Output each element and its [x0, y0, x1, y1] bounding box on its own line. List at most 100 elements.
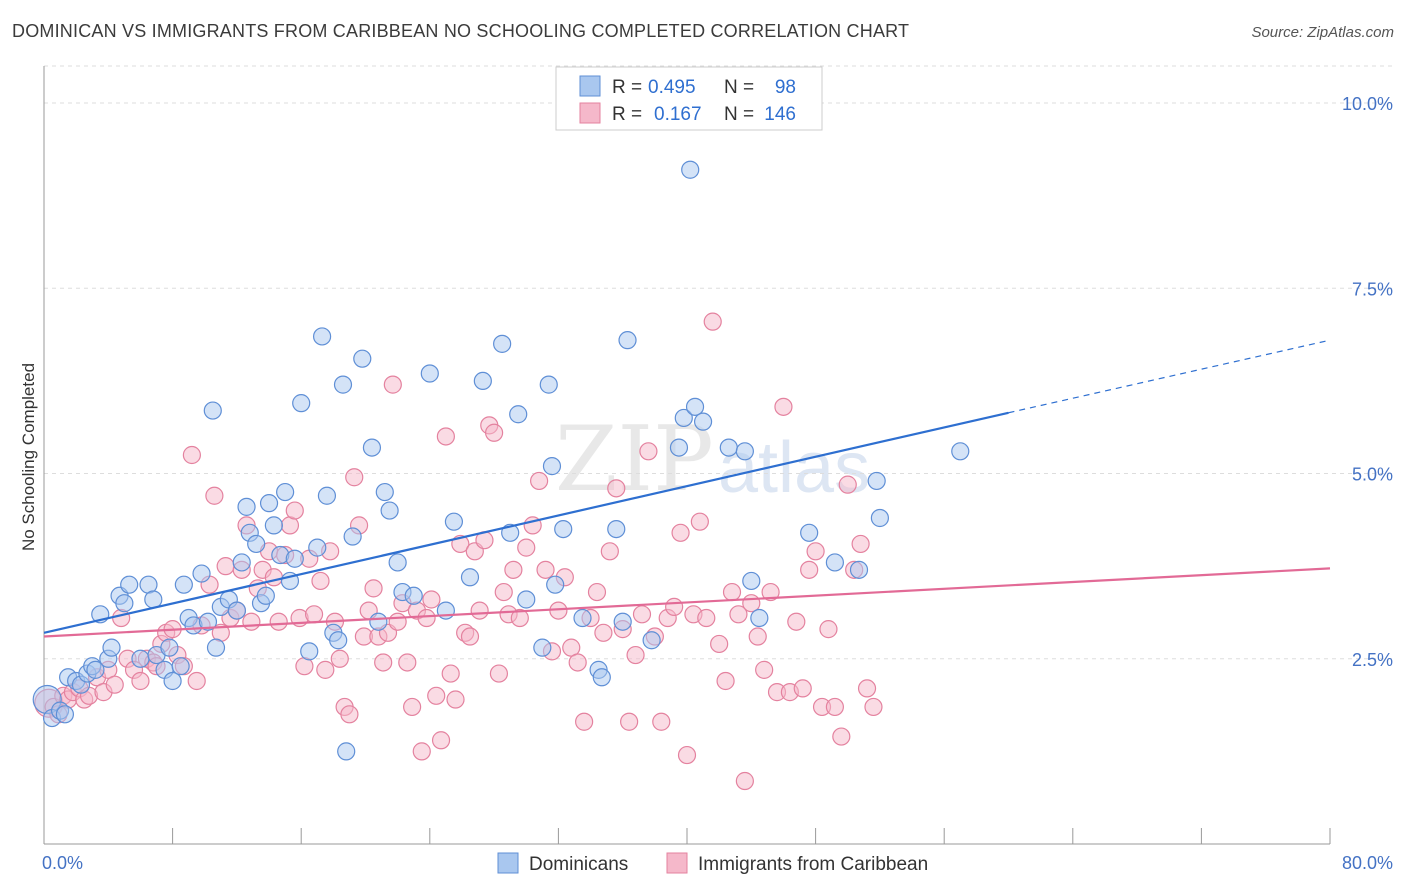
- data-point: [227, 601, 246, 620]
- data-point: [364, 579, 383, 598]
- data-point: [256, 586, 275, 605]
- data-point: [951, 442, 970, 461]
- legend-n-label-1: N =: [724, 77, 754, 98]
- data-point: [493, 334, 512, 353]
- legend-swatch-caribbean: [579, 102, 601, 124]
- data-point: [681, 160, 700, 179]
- data-point: [592, 668, 611, 687]
- data-point: [308, 538, 327, 557]
- data-point: [105, 675, 124, 694]
- data-point: [489, 664, 509, 683]
- legend-r-value-2: 0.167: [654, 104, 702, 125]
- data-point: [509, 405, 528, 424]
- chart-title: DOMINICAN VS IMMIGRANTS FROM CARIBBEAN N…: [12, 21, 910, 41]
- data-point: [131, 671, 150, 691]
- data-point: [470, 601, 489, 620]
- data-point: [353, 349, 372, 368]
- data-point: [237, 497, 256, 516]
- data-point: [473, 371, 492, 391]
- data-point: [388, 553, 407, 572]
- data-point: [729, 605, 748, 624]
- legend-n-label-2: N =: [724, 104, 754, 125]
- legend-box: R = 0.495 N = 98 R = 0.167 N = 146: [555, 66, 823, 131]
- data-point: [102, 638, 121, 657]
- series-caribbean-points: [34, 312, 883, 791]
- x-ticks: [43, 828, 1331, 844]
- data-point: [690, 512, 709, 531]
- data-point: [533, 638, 552, 657]
- data-point: [735, 442, 754, 461]
- data-point: [626, 645, 645, 665]
- data-point: [485, 423, 504, 442]
- data-point: [806, 542, 825, 561]
- data-point: [247, 534, 266, 554]
- data-point: [536, 560, 555, 579]
- data-point: [838, 475, 857, 494]
- data-point: [857, 679, 877, 698]
- data-point: [276, 482, 295, 502]
- trendline-dominicans-extension: [1008, 339, 1331, 414]
- data-point: [554, 519, 573, 539]
- data-point: [242, 612, 261, 631]
- data-point: [460, 627, 480, 646]
- data-point: [703, 312, 722, 331]
- data-point: [205, 486, 224, 505]
- bottom-legend-label-caribbean: Immigrants from Caribbean: [698, 854, 928, 875]
- data-point: [787, 612, 806, 631]
- data-point: [304, 605, 324, 624]
- data-point: [292, 394, 311, 413]
- data-point: [203, 401, 222, 420]
- bottom-legend-label-dominicans: Dominicans: [529, 854, 628, 875]
- data-point: [311, 571, 330, 591]
- data-point: [343, 527, 362, 546]
- legend-n-value-1: 98: [775, 77, 796, 98]
- data-point: [546, 575, 565, 594]
- data-point: [748, 627, 767, 646]
- data-point: [369, 612, 388, 631]
- legend-r-label-2: R =: [612, 104, 642, 125]
- data-point: [693, 412, 713, 431]
- data-point: [800, 560, 819, 579]
- data-point: [174, 575, 193, 594]
- data-point: [510, 608, 529, 628]
- data-point: [674, 408, 693, 428]
- data-point: [677, 745, 697, 765]
- data-point: [131, 649, 150, 668]
- legend-n-value-2: 146: [764, 104, 796, 125]
- y-tick-label: 5.0%: [1352, 465, 1393, 485]
- data-point: [669, 438, 689, 457]
- data-point: [573, 608, 592, 628]
- data-point: [607, 519, 626, 539]
- data-point: [337, 742, 356, 761]
- data-point: [774, 397, 793, 416]
- data-point: [755, 660, 774, 679]
- bottom-legend: Dominicans Immigrants from Caribbean: [497, 852, 928, 875]
- x-tick-label-min: 0.0%: [42, 853, 83, 873]
- data-point: [375, 482, 394, 502]
- y-tick-label: 2.5%: [1352, 650, 1393, 670]
- data-point: [259, 494, 279, 513]
- data-point: [613, 612, 632, 631]
- data-point: [800, 523, 819, 542]
- data-point: [742, 571, 761, 591]
- legend-r-value-1: 0.495: [648, 77, 696, 98]
- data-point: [163, 671, 182, 691]
- data-point: [750, 608, 769, 628]
- data-point: [232, 553, 251, 572]
- data-point: [285, 501, 304, 520]
- data-point: [819, 620, 838, 639]
- data-point: [441, 664, 460, 683]
- data-point: [600, 542, 619, 561]
- data-point: [417, 608, 436, 628]
- data-point: [639, 442, 658, 461]
- data-point: [742, 594, 761, 613]
- data-point: [115, 594, 134, 613]
- data-point: [870, 508, 890, 528]
- trendlines: [43, 339, 1331, 638]
- data-point: [374, 653, 393, 672]
- data-point: [300, 642, 319, 661]
- data-point: [671, 523, 690, 542]
- data-point: [444, 512, 464, 531]
- y-tick-label: 7.5%: [1352, 279, 1393, 299]
- data-point: [345, 468, 364, 487]
